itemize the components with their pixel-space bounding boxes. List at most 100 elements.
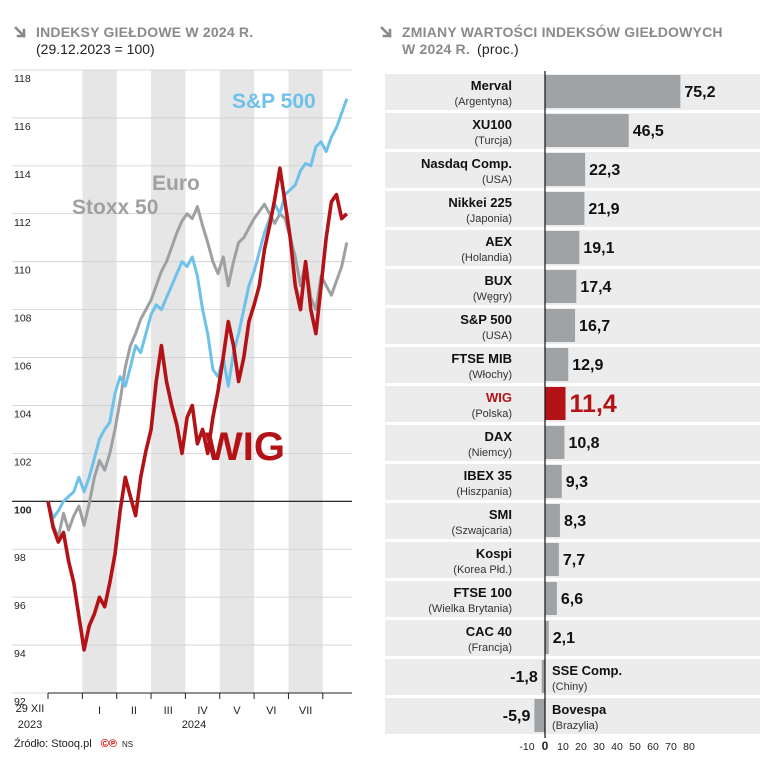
index-name: DAX — [485, 429, 513, 444]
index-name: Nasdaq Comp. — [421, 156, 512, 171]
value-label: 46,5 — [633, 123, 664, 140]
bar — [541, 660, 545, 693]
bar — [534, 699, 545, 732]
month-label: III — [164, 705, 173, 717]
row-band — [385, 542, 760, 578]
index-name: Merval — [471, 78, 512, 93]
bar — [545, 192, 585, 225]
bar — [545, 348, 569, 381]
month-label: VII — [299, 705, 312, 717]
right-chart-title-year: W 2024 R. — [402, 41, 470, 57]
arrow-down-right-icon — [380, 26, 392, 38]
y-tick-label: 118 — [14, 73, 31, 85]
month-label: IV — [197, 705, 208, 717]
x-tick-label: 40 — [611, 741, 623, 753]
index-name: CAC 40 — [466, 624, 512, 639]
value-label: 21,9 — [588, 201, 619, 218]
y-tick-label: 108 — [14, 313, 32, 325]
right-chart-title-line2: W 2024 R. (proc.) — [402, 41, 519, 57]
row-band — [385, 620, 760, 656]
y-tick-label: 92 — [14, 696, 26, 708]
y-tick-label: 110 — [14, 265, 31, 277]
index-name: AEX — [485, 234, 512, 249]
index-country: (Polska) — [472, 408, 512, 420]
row-band — [385, 698, 760, 734]
bars — [534, 75, 681, 732]
index-country: (Chiny) — [552, 681, 587, 693]
copyright-icon: ©℗ — [100, 738, 117, 750]
x-tick-label: 60 — [647, 741, 659, 753]
x-tick-label: 20 — [575, 741, 587, 753]
bar — [545, 153, 586, 186]
y-tick-label: 102 — [14, 456, 32, 468]
month-label: V — [233, 705, 241, 717]
value-label: -5,9 — [503, 708, 531, 725]
year-label: 2024 — [182, 719, 206, 731]
index-name: Bovespa — [552, 702, 607, 717]
x-axis: -10 0 10 20 30 40 50 60 70 80 — [519, 71, 695, 753]
bar — [545, 75, 681, 108]
arrow-down-right-icon — [14, 26, 26, 38]
bar — [545, 387, 566, 420]
index-country: (Hiszpania) — [456, 486, 512, 498]
index-country: (Szwajcaria) — [451, 525, 512, 537]
index-country: (USA) — [482, 174, 512, 186]
series-label: WIG — [205, 425, 285, 469]
index-country: (Argentyna) — [455, 96, 512, 108]
author-initials: NS — [122, 740, 134, 749]
series-line-euro-stoxx-50 — [46, 202, 349, 539]
y-tick-label: 96 — [14, 600, 26, 612]
x-tick-label: 80 — [683, 741, 695, 753]
value-label: 17,4 — [580, 279, 611, 296]
index-name: Kospi — [476, 546, 512, 561]
right-chart-unit: (proc.) — [477, 41, 519, 57]
y-tick-label: 104 — [14, 408, 32, 420]
month-label: II — [131, 705, 137, 717]
right-chart-title-line1: ZMIANY WARTOŚCI INDEKSÓW GIEŁDOWYCH — [402, 24, 723, 40]
line-series — [46, 98, 349, 652]
left-chart-title: INDEKSY GIEŁDOWE W 2024 R. — [36, 24, 254, 40]
row-band — [385, 581, 760, 617]
month-band — [288, 70, 323, 693]
row-labels: Merval (Argentyna) 75,2 XU100 (Turcja) 46,5 Na… — [421, 78, 716, 732]
x-tick-label: 0 — [542, 739, 549, 753]
value-label: 11,4 — [570, 390, 617, 418]
series-line-wig — [46, 166, 349, 652]
x-tick-label: -10 — [519, 741, 534, 753]
x-start-label: 29 XII — [16, 703, 45, 715]
row-band — [385, 347, 760, 383]
index-name: FTSE MIB — [451, 351, 512, 366]
row-band — [385, 503, 760, 539]
value-label: 12,9 — [572, 357, 603, 374]
value-label: 9,3 — [566, 474, 588, 491]
index-name: SSE Comp. — [552, 663, 622, 678]
value-label: 19,1 — [583, 240, 614, 257]
index-country: (Wielka Brytania) — [428, 603, 512, 615]
series-label: Euro — [152, 172, 200, 195]
index-country: (Brazylia) — [552, 720, 598, 732]
bar — [545, 426, 565, 459]
row-band — [385, 659, 760, 695]
value-label: 7,7 — [563, 552, 585, 569]
y-tick-label: 106 — [14, 361, 32, 373]
month-label: VI — [266, 705, 276, 717]
x-tick-label: 10 — [557, 741, 569, 753]
source-text: Źródło: Stooq.pl — [14, 738, 92, 750]
index-country: (Japonia) — [466, 213, 512, 225]
x-tick-label: 50 — [629, 741, 641, 753]
footer: Źródło: Stooq.pl ©℗ NS — [14, 738, 133, 750]
y-tick-label: 98 — [14, 552, 26, 564]
value-label: 2,1 — [553, 630, 575, 647]
row-band — [385, 425, 760, 461]
bar — [545, 621, 549, 654]
value-label: 22,3 — [589, 162, 620, 179]
index-country: (Włochy) — [469, 369, 512, 381]
index-country: (Niemcy) — [468, 447, 512, 459]
x-tick-label: 30 — [593, 741, 605, 753]
index-country: (Turcja) — [475, 135, 512, 147]
index-country: (Francja) — [468, 642, 512, 654]
index-name: Nikkei 225 — [448, 195, 512, 210]
index-country: (Węgry) — [473, 291, 512, 303]
